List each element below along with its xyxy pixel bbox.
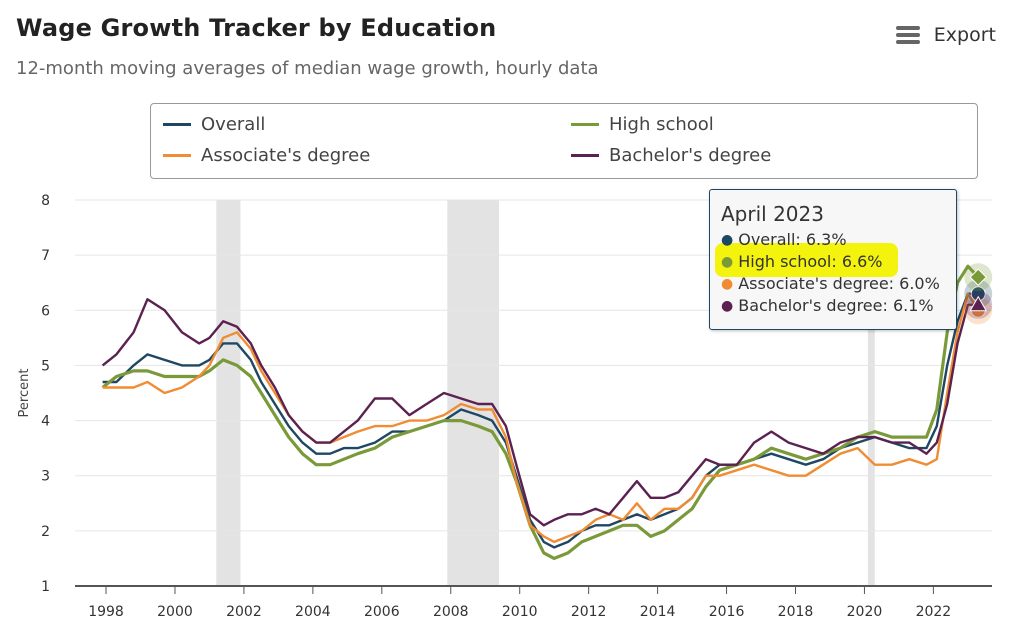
legend-swatch-overall [163, 123, 191, 126]
series-line-high-school [101, 264, 980, 560]
x-tick-label: 2008 [433, 604, 469, 620]
legend-item-bachelors[interactable]: Bachelor's degree [571, 145, 771, 166]
tooltip-label-associates: Associate's degree: 6.0% [738, 274, 940, 293]
tooltip-label-overall: Overall: 6.3% [738, 230, 847, 249]
chart-title: Wage Growth Tracker by Education [16, 14, 497, 42]
x-tick-label: 2012 [571, 604, 607, 620]
tooltip-row-associates: ● Associate's degree: 6.0% [721, 274, 940, 293]
chart-tooltip: April 2023 ● Overall: 6.3% ● High school… [709, 189, 957, 330]
y-axis-title: Percent [17, 369, 32, 418]
legend-swatch-bachelors [571, 154, 599, 157]
recession-band-2 [867, 200, 875, 586]
marker-high-school [969, 268, 987, 286]
marker-bachelors [969, 295, 988, 312]
tooltip-label-high-school: High school: 6.6% [738, 252, 883, 271]
tooltip-dot-icon: ● [721, 297, 734, 314]
x-tick-label: 1998 [88, 604, 124, 620]
tooltip-dot-icon: ● [721, 253, 734, 270]
x-tick-label: 2002 [226, 604, 262, 620]
x-tick-label: 2000 [157, 604, 193, 620]
y-tick-label: 4 [41, 414, 50, 430]
tooltip-highlight [715, 243, 898, 277]
tooltip-label-bachelors: Bachelor's degree: 6.1% [738, 296, 934, 315]
chart-legend: Overall High school Associate's degree B… [150, 103, 978, 179]
y-tick-label: 2 [41, 524, 50, 540]
x-tick-label: 2006 [364, 604, 400, 620]
legend-label-bachelors: Bachelor's degree [609, 145, 772, 166]
export-button[interactable]: Export [895, 24, 996, 46]
tooltip-row-high-school: ● High school: 6.6% [721, 252, 883, 271]
legend-swatch-high-school [571, 123, 599, 126]
y-tick-label: 7 [41, 248, 50, 264]
x-tick-label: 2020 [847, 604, 883, 620]
recession-band-1 [447, 200, 500, 586]
x-tick-label: 2022 [916, 604, 952, 620]
tooltip-row-bachelors: ● Bachelor's degree: 6.1% [721, 296, 934, 315]
tooltip-row-overall: ● Overall: 6.3% [721, 230, 847, 249]
x-tick-label: 2016 [709, 604, 745, 620]
legend-item-associates[interactable]: Associate's degree [163, 145, 370, 166]
legend-label-high-school: High school [609, 114, 714, 135]
legend-label-associates: Associate's degree [201, 145, 371, 166]
y-tick-label: 5 [41, 358, 50, 374]
legend-item-overall[interactable]: Overall [163, 114, 265, 135]
series-line-bachelor-s-degree [101, 298, 979, 527]
chart-subtitle: 12-month moving averages of median wage … [16, 58, 599, 79]
recession-band-0 [216, 200, 241, 586]
x-tick-label: 2014 [640, 604, 676, 620]
y-tick-label: 6 [41, 303, 50, 319]
y-tick-label: 1 [41, 579, 50, 595]
x-tick-label: 2010 [502, 604, 538, 620]
legend-swatch-associates [163, 154, 191, 157]
series-line-associate-s-degree [102, 292, 980, 544]
legend-item-high-school[interactable]: High school [571, 114, 714, 135]
x-tick-label: 2018 [778, 604, 814, 620]
tooltip-dot-icon: ● [721, 231, 734, 248]
y-tick-label: 3 [41, 469, 50, 485]
export-label: Export [933, 24, 996, 46]
menu-icon[interactable] [895, 26, 920, 44]
legend-label-overall: Overall [201, 114, 266, 135]
y-tick-label: 8 [41, 193, 50, 209]
tooltip-title: April 2023 [721, 202, 824, 226]
tooltip-dot-icon: ● [721, 275, 734, 292]
x-tick-label: 2004 [295, 604, 331, 620]
